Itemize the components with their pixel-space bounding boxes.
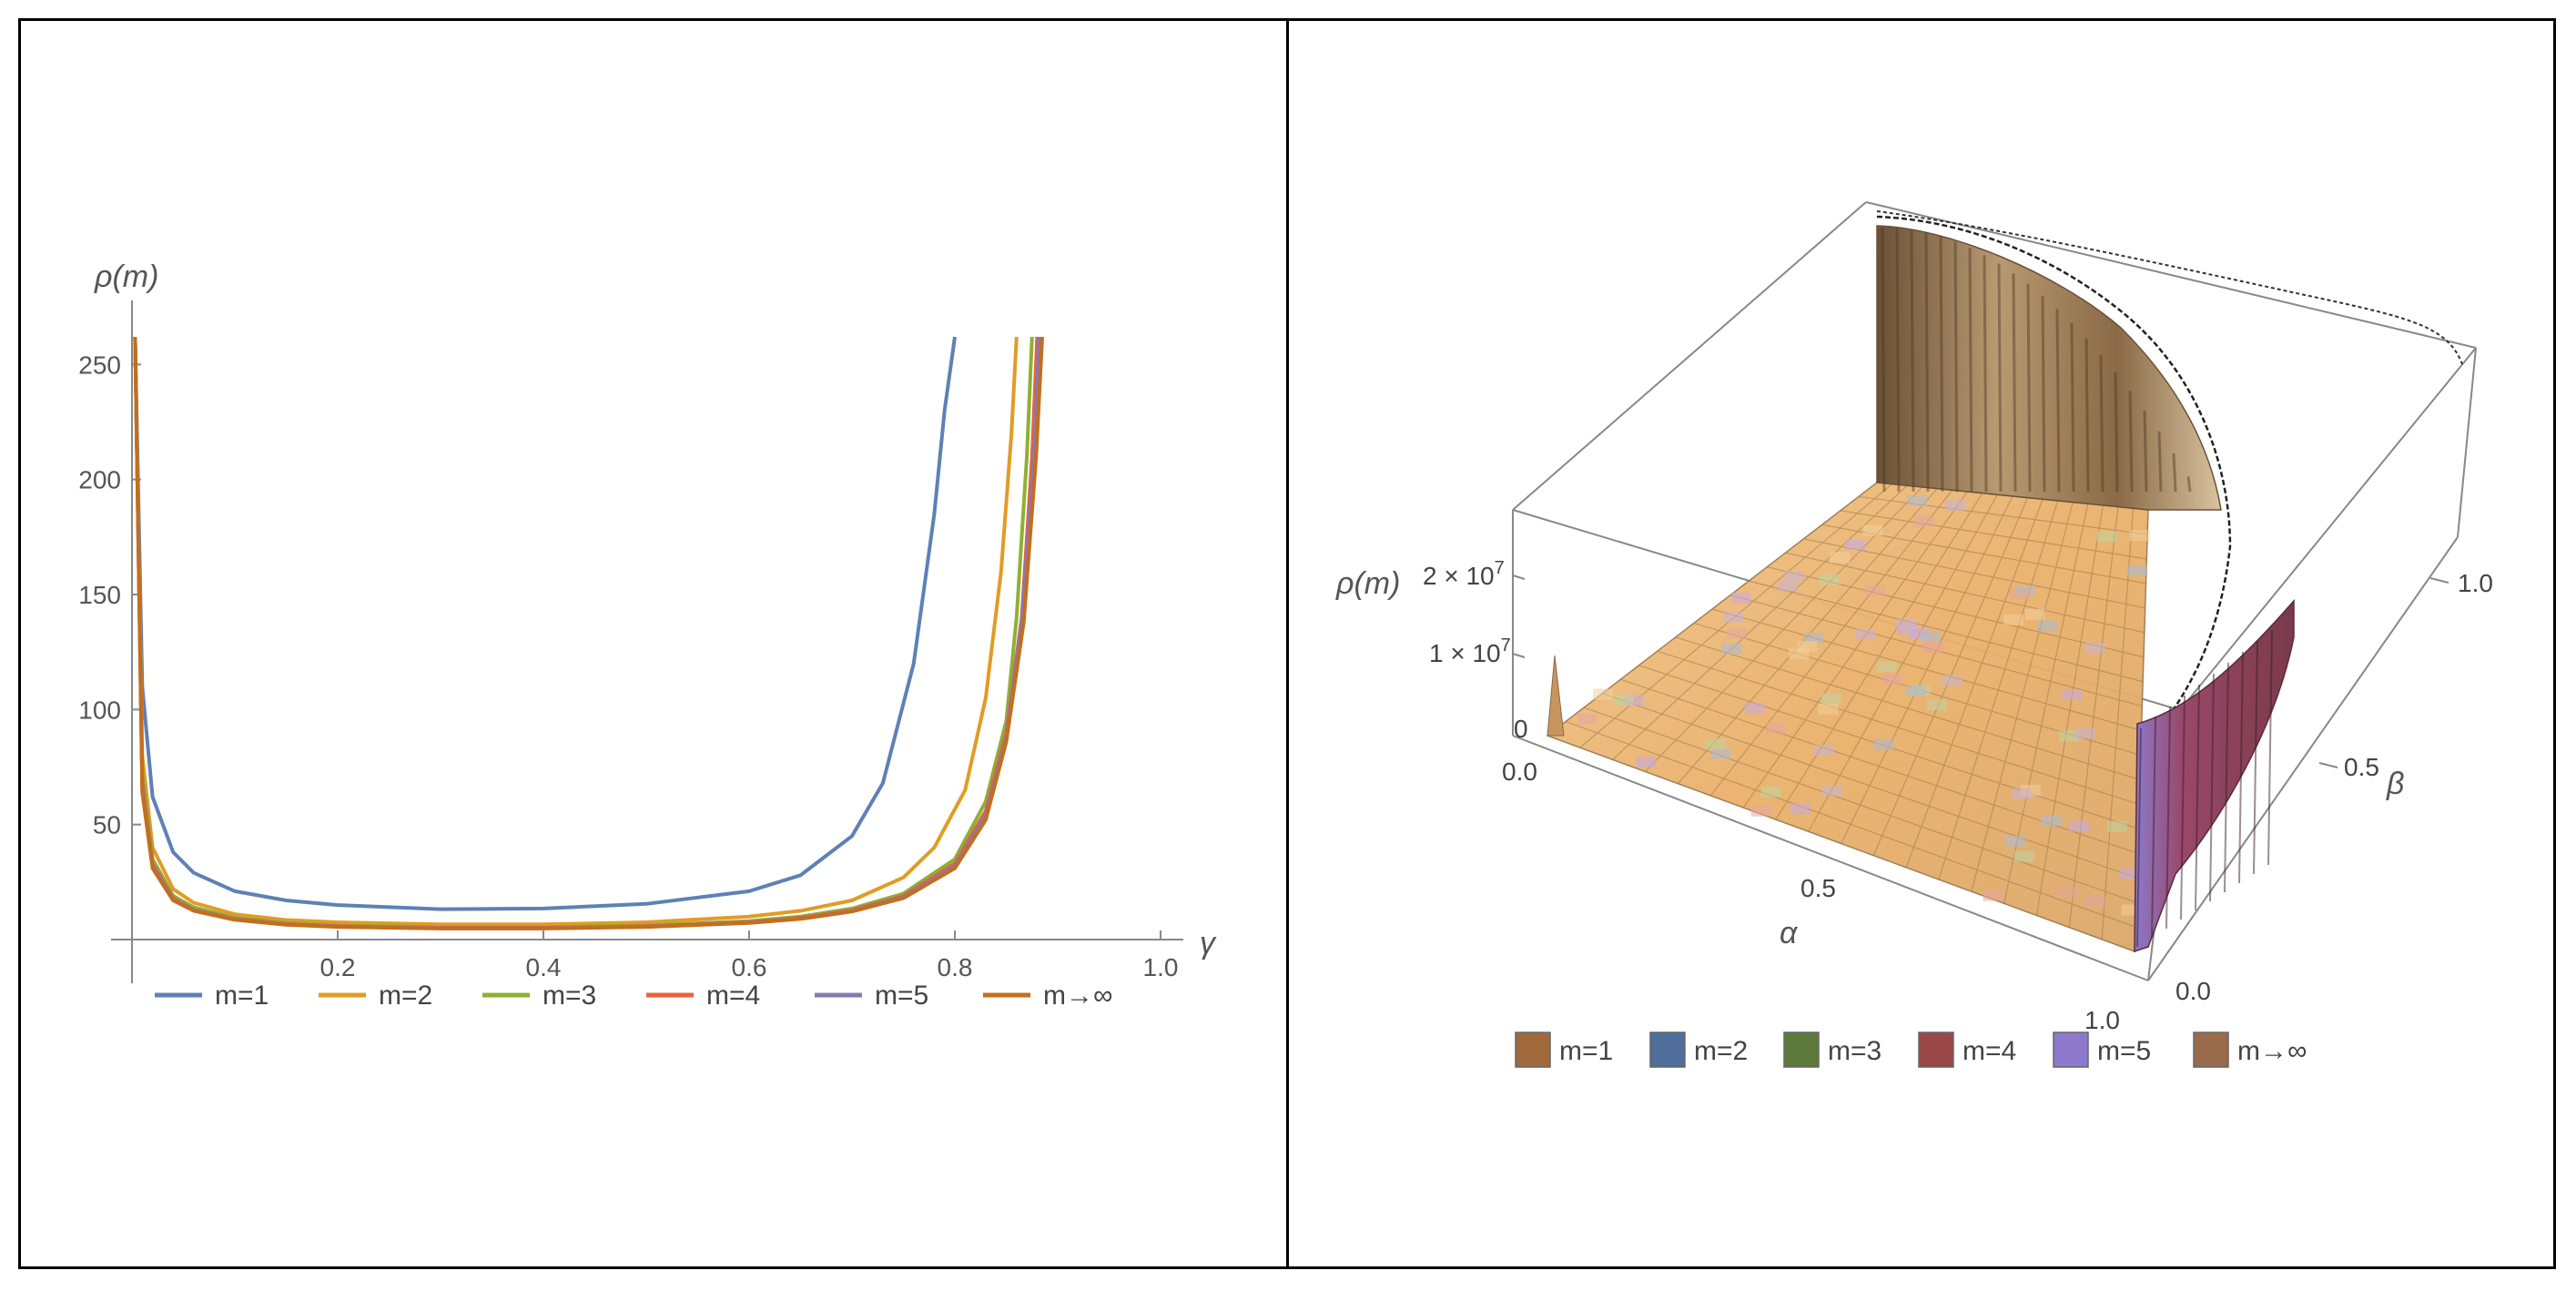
legend-item: m=4 — [1918, 1032, 2016, 1068]
surface-wall-stripes — [1881, 227, 2192, 493]
x-tick-label: 1.0 — [1143, 953, 1179, 981]
legend-item: m→∞ — [983, 981, 1112, 1011]
left-line-chart: ρ(m) γ 0.2 0.4 0.6 0.8 1.0 50 100 150 200 250 m=1… — [78, 259, 1217, 1011]
legend-swatch — [2053, 1032, 2089, 1068]
y-tick-label: 1.0 — [2458, 569, 2493, 597]
x-ticks: 0.0 0.5 1.0 — [1502, 757, 2120, 1034]
x-tick-label: 0.4 — [526, 953, 562, 981]
x-tick-label: 0.8 — [938, 953, 973, 981]
surface-right-wall — [2134, 599, 2295, 953]
z-tick-label: 2 × 107 — [1423, 558, 1505, 590]
x-tick-label: 0.6 — [732, 953, 767, 981]
legend-label: m=2 — [1694, 1036, 1748, 1066]
legend-swatch — [1783, 1032, 1820, 1068]
legend-item: m=3 — [1783, 1032, 1881, 1068]
z-ticks: 2 × 107 1 × 107 0 — [1423, 558, 1528, 743]
z-tick-label: 1 × 107 — [1429, 635, 1511, 667]
legend-item: m=2 — [319, 981, 432, 1011]
panel-divider — [1286, 18, 1289, 1269]
x-tick-label: 0.5 — [1800, 874, 1836, 902]
legend-swatch — [1649, 1032, 1686, 1068]
x-tick-label: 0.0 — [1502, 757, 1537, 786]
surface-spike — [1547, 655, 1565, 737]
series-line-4 — [133, 336, 1040, 930]
legend-label: m=4 — [1962, 1036, 2016, 1066]
legend-swatch — [2193, 1032, 2229, 1068]
y-tick-label: 200 — [78, 466, 121, 494]
z-tick-label: 0 — [1514, 715, 1528, 743]
legend-item: m→∞ — [2193, 1032, 2307, 1068]
series-line-6 — [133, 336, 1044, 930]
x-tick-label: 1.0 — [2084, 1006, 2120, 1034]
legend-label: m→∞ — [2237, 1036, 2307, 1066]
legend-item: m=2 — [1649, 1032, 1748, 1068]
y-tick-label: 150 — [78, 581, 121, 609]
legend-item: m=3 — [482, 981, 596, 1011]
legend-swatch — [1515, 1032, 1551, 1068]
series-line-3 — [133, 336, 1034, 930]
legend-item: m=4 — [646, 981, 760, 1011]
surface-right-stripes — [2136, 629, 2273, 948]
x-axis-label: γ — [1200, 926, 1217, 961]
y-tick-label: 250 — [78, 351, 121, 379]
surface-top-ridge — [1876, 210, 2463, 365]
surface-ridge-edge — [1876, 215, 2232, 720]
surface-back-wall — [1876, 225, 2222, 511]
legend-label: m=1 — [1559, 1036, 1613, 1066]
z-axis-label: ρ(m) — [1335, 566, 1400, 601]
series-line-5 — [133, 336, 1041, 930]
legend-swatch — [1918, 1032, 1954, 1068]
x-tick-label: 0.2 — [320, 953, 356, 981]
y-axis-label: ρ(m) — [94, 259, 158, 294]
legend-item: m=1 — [155, 981, 269, 1011]
y-tick-label: 50 — [93, 811, 121, 839]
legend-item: m=5 — [815, 981, 928, 1011]
legend-label: m=4 — [706, 981, 760, 1011]
legend-label: m=1 — [215, 981, 269, 1011]
legend-label: m=5 — [2097, 1036, 2151, 1066]
legend-label: m=3 — [543, 981, 596, 1011]
series-line-1 — [133, 336, 957, 911]
legend-label: m=2 — [379, 981, 432, 1011]
legend-label: m→∞ — [1043, 981, 1112, 1011]
legend-label: m=3 — [1828, 1036, 1881, 1066]
legend-item: m=1 — [1515, 1032, 1613, 1068]
right-3d-surface-chart: ρ(m) α β 2 × 107 1 × 107 0 0.0 0.5 1.0 0… — [1335, 201, 2493, 1068]
y-ticks: 0.0 0.5 1.0 — [2175, 569, 2493, 1005]
y-tick-label: 100 — [78, 696, 121, 724]
surface-mesh — [1565, 483, 2148, 940]
series-line-2 — [133, 336, 1019, 927]
y-tick-label: 0.5 — [2344, 753, 2379, 781]
y-tick-label: 0.0 — [2175, 977, 2211, 1005]
legend-item: m=5 — [2053, 1032, 2151, 1068]
y-axis-label: β — [2386, 767, 2404, 801]
surface-patches — [1577, 494, 2150, 916]
x-axis-label: α — [1780, 916, 1799, 950]
bounding-box — [1512, 201, 2477, 981]
legend-label: m=5 — [875, 981, 928, 1011]
